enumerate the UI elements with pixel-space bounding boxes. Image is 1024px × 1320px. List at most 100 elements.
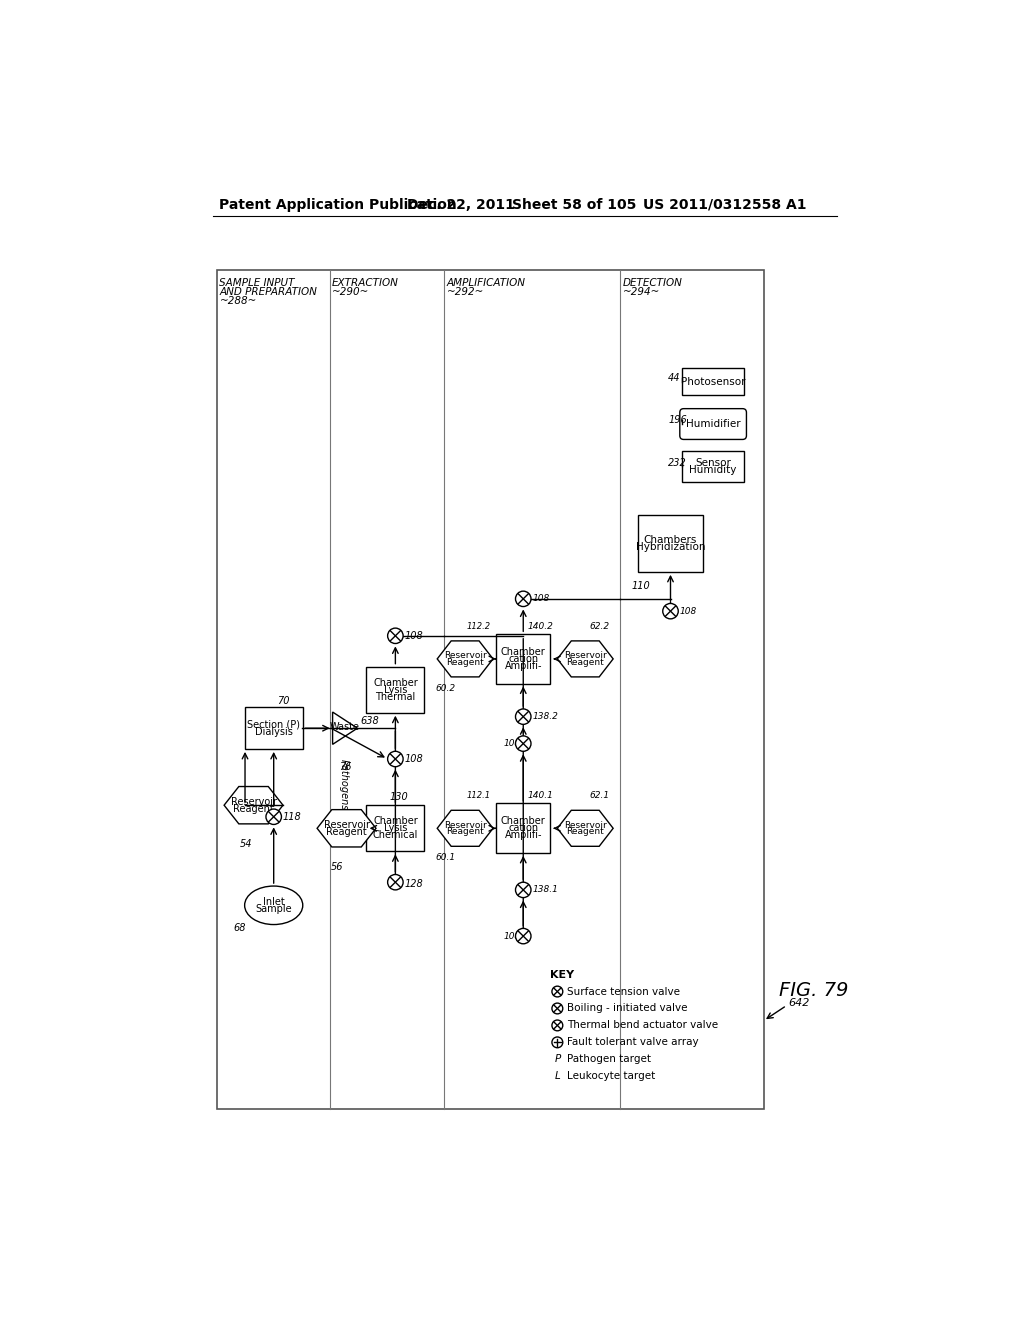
Text: P: P bbox=[554, 1055, 560, 1064]
Text: 54: 54 bbox=[240, 838, 252, 849]
Text: Chambers: Chambers bbox=[644, 535, 697, 545]
Circle shape bbox=[552, 1020, 563, 1031]
Text: Amplifi-: Amplifi- bbox=[505, 830, 542, 841]
Ellipse shape bbox=[245, 886, 303, 924]
Text: Pathogens: Pathogens bbox=[339, 759, 349, 810]
Text: 138.2: 138.2 bbox=[532, 713, 558, 721]
Text: Reagent: Reagent bbox=[446, 657, 484, 667]
Text: 642: 642 bbox=[788, 998, 810, 1008]
Text: KEY: KEY bbox=[550, 970, 574, 979]
Text: Lysis: Lysis bbox=[384, 824, 408, 833]
Text: Humidity: Humidity bbox=[689, 465, 737, 475]
Polygon shape bbox=[437, 642, 493, 677]
Text: 108: 108 bbox=[404, 631, 424, 640]
Text: 108: 108 bbox=[504, 932, 521, 941]
Text: 60.2: 60.2 bbox=[435, 684, 456, 693]
Text: Pathogen target: Pathogen target bbox=[567, 1055, 651, 1064]
Circle shape bbox=[515, 928, 531, 944]
Text: 128: 128 bbox=[404, 879, 424, 888]
Text: Humidifier: Humidifier bbox=[686, 418, 740, 429]
Text: Sample: Sample bbox=[255, 904, 292, 913]
Text: 108: 108 bbox=[532, 594, 550, 603]
Text: Chamber: Chamber bbox=[501, 816, 546, 826]
Circle shape bbox=[515, 709, 531, 725]
Bar bbox=[245, 708, 303, 750]
Text: 60.1: 60.1 bbox=[435, 853, 456, 862]
Text: 196: 196 bbox=[669, 416, 687, 425]
Text: Chemical: Chemical bbox=[373, 830, 418, 841]
Bar bbox=[682, 368, 744, 395]
Text: Boiling - initiated valve: Boiling - initiated valve bbox=[567, 1003, 688, 1014]
Text: 110: 110 bbox=[632, 581, 650, 591]
Text: ~294~: ~294~ bbox=[623, 286, 659, 297]
Text: 68: 68 bbox=[233, 924, 246, 933]
Text: ~288~: ~288~ bbox=[219, 296, 257, 306]
Circle shape bbox=[552, 1038, 563, 1048]
Text: 130: 130 bbox=[389, 792, 408, 803]
Text: DETECTION: DETECTION bbox=[623, 277, 682, 288]
Circle shape bbox=[663, 603, 678, 619]
Circle shape bbox=[388, 751, 403, 767]
Text: Reagent: Reagent bbox=[327, 826, 367, 837]
Text: Amplifi-: Amplifi- bbox=[505, 661, 542, 671]
Bar bbox=[367, 805, 424, 851]
Text: Sensor: Sensor bbox=[695, 458, 731, 467]
Text: ~290~: ~290~ bbox=[332, 286, 370, 297]
Text: Dialysis: Dialysis bbox=[255, 727, 293, 737]
Text: 638: 638 bbox=[360, 715, 379, 726]
Text: Surface tension valve: Surface tension valve bbox=[567, 986, 680, 997]
Polygon shape bbox=[557, 810, 613, 846]
Text: 44: 44 bbox=[669, 372, 681, 383]
Text: 56: 56 bbox=[331, 862, 343, 871]
Polygon shape bbox=[317, 809, 376, 847]
Text: ~292~: ~292~ bbox=[446, 286, 484, 297]
Bar bbox=[496, 804, 550, 853]
Text: Reservoir: Reservoir bbox=[564, 821, 606, 829]
Text: 112.2: 112.2 bbox=[467, 622, 490, 631]
Text: 62.2: 62.2 bbox=[589, 622, 609, 631]
Text: 62.1: 62.1 bbox=[589, 792, 609, 800]
Text: Reservoir: Reservoir bbox=[443, 821, 486, 829]
Polygon shape bbox=[333, 711, 357, 744]
Circle shape bbox=[266, 809, 282, 825]
Text: Reagent: Reagent bbox=[446, 828, 484, 836]
Text: Lysis: Lysis bbox=[384, 685, 408, 694]
Text: 108: 108 bbox=[680, 607, 697, 615]
Text: Reagent: Reagent bbox=[566, 657, 604, 667]
Text: Reservoir: Reservoir bbox=[443, 651, 486, 660]
Bar bbox=[217, 271, 764, 1109]
Text: Reagent: Reagent bbox=[566, 828, 604, 836]
Text: Thermal bend actuator valve: Thermal bend actuator valve bbox=[567, 1020, 719, 1031]
Text: 76: 76 bbox=[339, 762, 351, 772]
Bar bbox=[367, 667, 424, 713]
Text: Reservoir: Reservoir bbox=[564, 651, 606, 660]
Text: Reservoir: Reservoir bbox=[324, 820, 370, 830]
FancyBboxPatch shape bbox=[680, 409, 746, 440]
Text: 108: 108 bbox=[404, 754, 424, 764]
Text: AMPLIFICATION: AMPLIFICATION bbox=[446, 277, 525, 288]
Text: Chamber: Chamber bbox=[373, 677, 418, 688]
Text: Photosensor: Photosensor bbox=[681, 376, 745, 387]
Text: AND PREPARATION: AND PREPARATION bbox=[219, 286, 317, 297]
Text: EXTRACTION: EXTRACTION bbox=[332, 277, 398, 288]
Text: Reservoir: Reservoir bbox=[230, 797, 276, 807]
Text: Sheet 58 of 105: Sheet 58 of 105 bbox=[512, 198, 636, 211]
Text: Thermal: Thermal bbox=[375, 692, 416, 702]
Text: Chamber: Chamber bbox=[373, 816, 418, 826]
Text: 140.2: 140.2 bbox=[527, 622, 553, 631]
Circle shape bbox=[552, 986, 563, 997]
Text: 118: 118 bbox=[283, 812, 302, 822]
Circle shape bbox=[515, 591, 531, 607]
Text: 112.1: 112.1 bbox=[467, 792, 490, 800]
Text: Waste: Waste bbox=[330, 722, 360, 731]
Text: 108: 108 bbox=[504, 739, 521, 748]
Text: Section (P): Section (P) bbox=[247, 719, 300, 730]
Text: cation: cation bbox=[508, 824, 539, 833]
Text: Inlet: Inlet bbox=[263, 896, 285, 907]
Circle shape bbox=[388, 874, 403, 890]
Text: Leukocyte target: Leukocyte target bbox=[567, 1072, 655, 1081]
Text: Reagent: Reagent bbox=[233, 804, 274, 813]
Text: US 2011/0312558 A1: US 2011/0312558 A1 bbox=[643, 198, 807, 211]
Circle shape bbox=[388, 628, 403, 644]
Polygon shape bbox=[557, 642, 613, 677]
